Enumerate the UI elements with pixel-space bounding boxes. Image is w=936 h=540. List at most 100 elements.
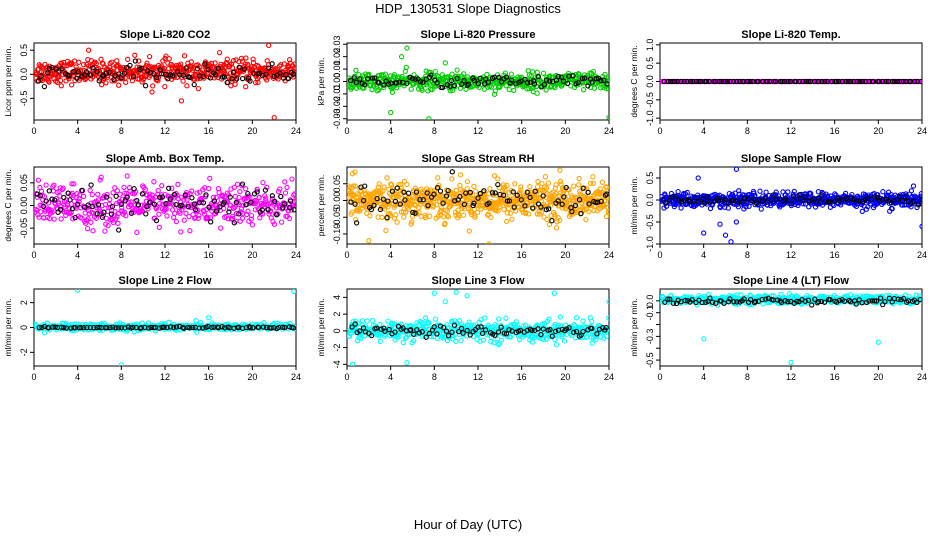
data-point [569, 208, 575, 215]
y-tick-label: 0.0 [645, 295, 655, 308]
data-point [551, 290, 558, 296]
data-point [704, 194, 710, 200]
data-point [439, 84, 446, 91]
data-point [678, 205, 684, 211]
data-point [183, 210, 189, 217]
y-tick-label: -0.02 [332, 96, 342, 117]
y-tick-label: 0.0 [645, 194, 655, 207]
data-point [388, 109, 394, 116]
data-point [734, 78, 740, 85]
data-point [733, 219, 740, 225]
data-point [368, 332, 375, 339]
data-point [283, 71, 289, 78]
data-point [125, 56, 131, 63]
data-point [92, 59, 98, 65]
data-point [504, 333, 511, 340]
data-point [506, 86, 512, 93]
y-axis-label: ml/min per min. [3, 298, 13, 356]
data-point [496, 74, 502, 81]
data-point [453, 289, 459, 295]
data-point [411, 331, 417, 337]
data-point [771, 78, 777, 85]
data-point [604, 191, 609, 197]
data-point [557, 314, 564, 320]
y-tick-label: 1.0 [645, 39, 655, 52]
data-point [200, 325, 206, 331]
series-mean [348, 72, 609, 91]
data-point [580, 185, 586, 191]
data-point [243, 186, 249, 192]
data-point [194, 66, 201, 72]
data-point [859, 208, 865, 215]
data-point [46, 65, 52, 72]
x-tick-label: 8 [432, 126, 437, 136]
data-point [150, 83, 156, 89]
y-axis-label: ml/min per min. [316, 298, 326, 356]
data-point [233, 210, 240, 217]
data-point [406, 206, 412, 213]
data-point [293, 196, 296, 203]
data-point [573, 71, 579, 78]
data-point [829, 78, 835, 85]
data-point [93, 60, 99, 67]
data-point [272, 198, 278, 205]
data-point [221, 74, 228, 80]
y-axis-label: degrees C per min. [3, 169, 13, 241]
data-point [360, 325, 367, 331]
data-point [571, 329, 577, 335]
data-point [543, 336, 549, 342]
data-point [475, 80, 482, 87]
data-point [45, 70, 51, 76]
data-point [507, 210, 513, 216]
data-point [699, 196, 705, 202]
data-point [484, 71, 490, 78]
data-point [495, 176, 501, 182]
data-point [409, 200, 415, 207]
x-tick-label: 12 [786, 372, 796, 382]
data-point [524, 80, 531, 86]
x-tick-label: 16 [204, 126, 214, 136]
data-point [591, 85, 598, 91]
data-point [785, 78, 791, 85]
data-point [790, 193, 797, 199]
data-point [353, 216, 359, 223]
data-point [696, 78, 702, 85]
data-point [85, 216, 91, 222]
data-point [556, 192, 562, 199]
data-point [457, 182, 463, 189]
data-point [166, 185, 172, 191]
data-point [590, 174, 596, 180]
data-point [492, 190, 498, 196]
data-point [378, 326, 384, 332]
data-point [417, 196, 423, 203]
data-point [410, 209, 416, 216]
data-point [816, 78, 822, 85]
data-point [80, 61, 87, 68]
data-point [245, 208, 251, 214]
data-point [467, 332, 473, 338]
data-point [759, 198, 765, 204]
x-tick-label: 4 [701, 250, 706, 260]
data-point [156, 211, 162, 217]
data-point [207, 75, 213, 81]
chart-title: Slope Line 3 Flow [432, 275, 525, 287]
data-point [589, 318, 595, 325]
data-point [375, 331, 381, 338]
x-tick-label: 24 [917, 126, 927, 136]
data-point [88, 182, 94, 188]
data-point [474, 209, 481, 216]
data-point [464, 178, 471, 185]
data-point [195, 215, 201, 222]
data-point [791, 188, 797, 195]
y-axis-label: degrees C per min. [629, 45, 639, 117]
data-point [52, 197, 58, 203]
data-point [547, 327, 553, 333]
data-point [376, 80, 382, 86]
data-point [508, 71, 515, 77]
data-point [727, 78, 733, 85]
data-point [271, 325, 277, 331]
data-point [146, 53, 153, 60]
data-point [231, 184, 238, 190]
